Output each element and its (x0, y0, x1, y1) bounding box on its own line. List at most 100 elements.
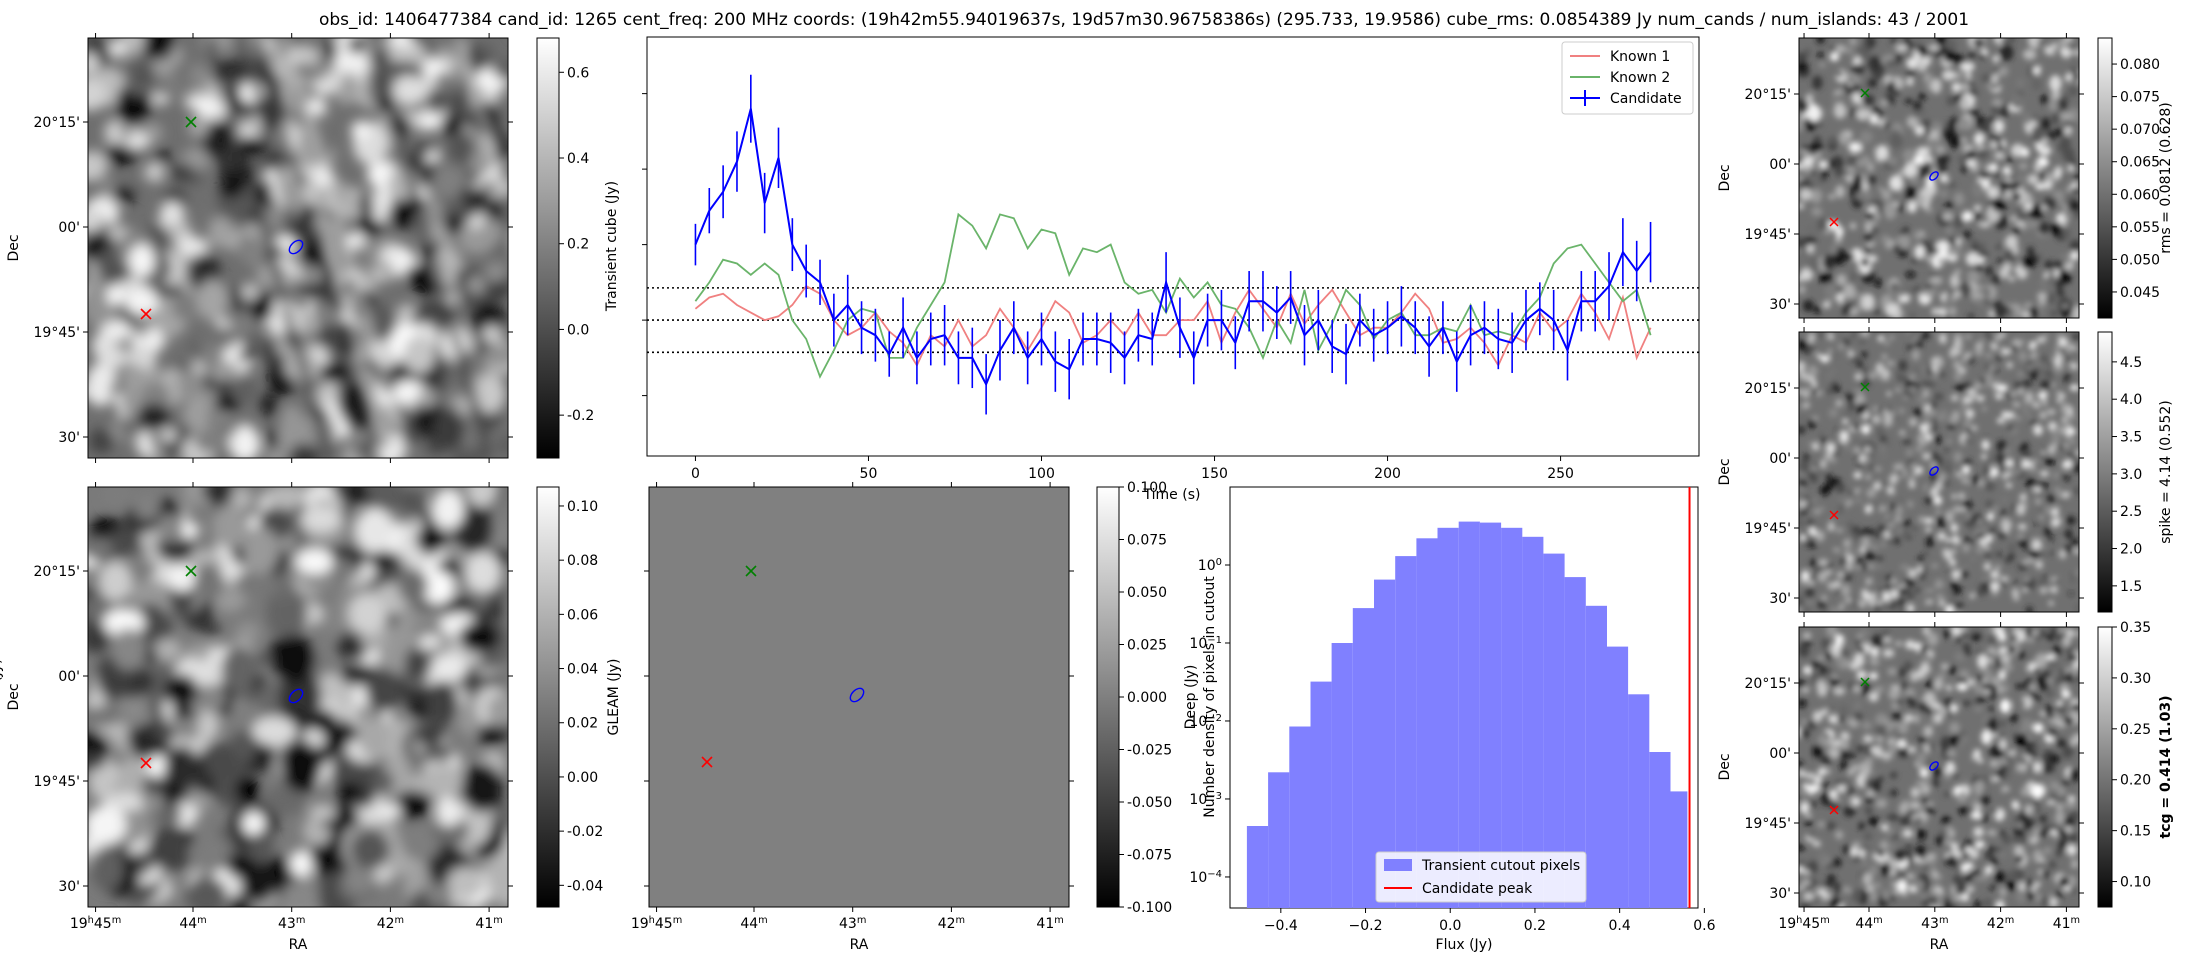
colorbar-tick-label: -0.025 (1127, 743, 1172, 759)
figure-title: obs_id: 1406477384 cand_id: 1265 cent_fr… (319, 10, 1969, 30)
colorbar (1096, 486, 1120, 908)
series-line-candidate (694, 108, 1652, 387)
colorbar-tick-label: -0.100 (1127, 900, 1172, 916)
colorbar-tick-label: 0.20 (2120, 773, 2151, 789)
histogram-bar (1543, 553, 1565, 908)
dec-tick-label: 30' (1769, 591, 1791, 607)
histogram-xtick-label: −0.2 (1349, 918, 1383, 934)
dec-tick-label: 20°15' (1745, 87, 1791, 103)
histogram-xtick-label: 0.4 (1609, 918, 1631, 934)
lightcurve-panel: 0 50 100 150 200 250 Transient cube (Jy) Time… (604, 36, 1700, 503)
legend-label-peak: Candidate peak (1422, 881, 1533, 897)
colorbar-tick-label: -0.04 (567, 878, 603, 894)
colorbar (536, 486, 560, 908)
histogram-xlabel: Flux (Jy) (1436, 937, 1493, 953)
colorbar-tick-label: 0.4 (567, 151, 589, 167)
colorbar-tick-label: 0.6 (567, 65, 589, 81)
ra-tick-label: 41m (1036, 915, 1063, 933)
deep-axis-label: Deep (Jy) (1183, 665, 1199, 730)
colorbar-tick-label: 0.15 (2120, 824, 2151, 840)
dec-tick-label: 19°45' (34, 325, 80, 341)
colorbar-tick-label: 0.04 (567, 662, 598, 678)
histogram-bar (1585, 605, 1607, 908)
legend-patch-hist (1384, 859, 1412, 871)
dec-axis-label: Dec (1717, 753, 1733, 780)
colorbar-tick-label: 0.050 (1127, 585, 1167, 601)
candidate-ellipse (288, 688, 304, 704)
series-line-known-1 (694, 284, 1652, 368)
ra-tick-label: 19h45m (631, 915, 682, 933)
dec-tick-label: 20°15' (1745, 381, 1791, 397)
dec-tick-label: 19°45' (1745, 521, 1791, 537)
ra-tick-label: 19h45m (70, 915, 121, 933)
colorbar-tick-label: 4.5 (2120, 355, 2142, 371)
lightcurve-ylabel: Transient cube (Jy) (604, 181, 620, 312)
colorbar-tick-label: 0.055 (2120, 220, 2160, 236)
colorbar-tick-label: 0.35 (2120, 620, 2151, 636)
dec-tick-label: 19°45' (1745, 227, 1791, 243)
dec-tick-label: 20°15' (1745, 676, 1791, 692)
colorbar-tick-label: 0.065 (2120, 155, 2160, 171)
histogram-bar (1628, 694, 1650, 908)
dec-tick-label: 00' (1769, 451, 1791, 467)
lightcurve-xtick-label: 50 (860, 466, 878, 482)
histogram-bar (1374, 579, 1396, 908)
colorbar-tick-label: 0.06 (567, 607, 598, 623)
colorbar-tick-label: 0.080 (2120, 57, 2160, 73)
colorbar-tick-label: 0.00 (567, 770, 598, 786)
ra-tick-label: 42m (938, 915, 965, 933)
histogram-bar (1458, 521, 1480, 908)
colorbar-tick-label: 2.0 (2120, 542, 2142, 558)
green-marker (1860, 88, 1870, 98)
dec-tick-label: 00' (1769, 157, 1791, 173)
panel-gleam: 19h45m 44m 43m 42m 41m RA 0.100 0.075 0.050 0.02… (0, 480, 1172, 953)
histogram-bar (1501, 527, 1523, 908)
image-texture (1799, 332, 2079, 612)
histogram-ytick-label: 10−4 (1189, 868, 1222, 886)
colorbar-tick-label: 0.060 (2120, 187, 2160, 203)
image-texture (1799, 38, 2079, 318)
ra-axis-label: RA (1930, 937, 1949, 953)
dec-tick-label: 30' (58, 879, 80, 895)
dec-tick-label: 00' (58, 220, 80, 236)
colorbar-tick-label: 0.02 (567, 716, 598, 732)
ra-tick-label: 41m (2053, 915, 2080, 933)
legend-label-known2: Known 2 (1610, 70, 1670, 86)
histogram-xtick-label: 0.6 (1693, 918, 1715, 934)
image-texture (1799, 627, 2079, 907)
red-marker (140, 308, 152, 320)
colorbar-tick-label: 0.050 (2120, 252, 2160, 268)
histogram-bar (1395, 556, 1417, 908)
colorbar-tick-label: -0.2 (567, 408, 594, 424)
ra-tick-label: 43m (1921, 915, 1948, 933)
lightcurve-xlabel: Time (s) (1143, 487, 1201, 503)
lightcurve-xtick-label: 150 (1201, 466, 1228, 482)
histogram-xtick-label: −0.4 (1264, 918, 1298, 934)
histogram-bar (1437, 527, 1459, 908)
ra-tick-label: 44m (1855, 915, 1882, 933)
red-marker (1829, 510, 1839, 520)
dec-tick-label: 30' (1769, 886, 1791, 902)
histogram-bar (1416, 538, 1438, 908)
green-marker (1860, 677, 1870, 687)
histogram-ylabel: Number density of pixels in cutout (1202, 576, 1218, 818)
colorbar-label: spike = 4.14 (0.552) (2158, 400, 2174, 544)
ra-axis-label: RA (850, 937, 869, 953)
dec-tick-label: 30' (58, 430, 80, 446)
red-marker (1829, 805, 1839, 815)
lightcurve-xtick-label: 100 (1028, 466, 1055, 482)
histogram-panel: −0.4 −0.2 0.0 0.2 0.4 0.610010−110−210−310−4 … (1183, 486, 1716, 953)
histogram-bar (1670, 791, 1688, 908)
colorbar (2097, 626, 2113, 908)
image-texture (88, 487, 508, 907)
histogram-bar (1331, 643, 1353, 908)
histogram-bar (1289, 726, 1311, 908)
colorbar-tick-label: -0.075 (1127, 848, 1172, 864)
image-texture (88, 38, 508, 458)
histogram-bar (1310, 681, 1332, 908)
colorbar (536, 37, 560, 459)
colorbar-tick-label: 4.0 (2120, 392, 2142, 408)
dec-axis-label: Dec (6, 683, 22, 710)
histogram-bar (1246, 826, 1269, 908)
histogram-bar (1649, 752, 1671, 908)
